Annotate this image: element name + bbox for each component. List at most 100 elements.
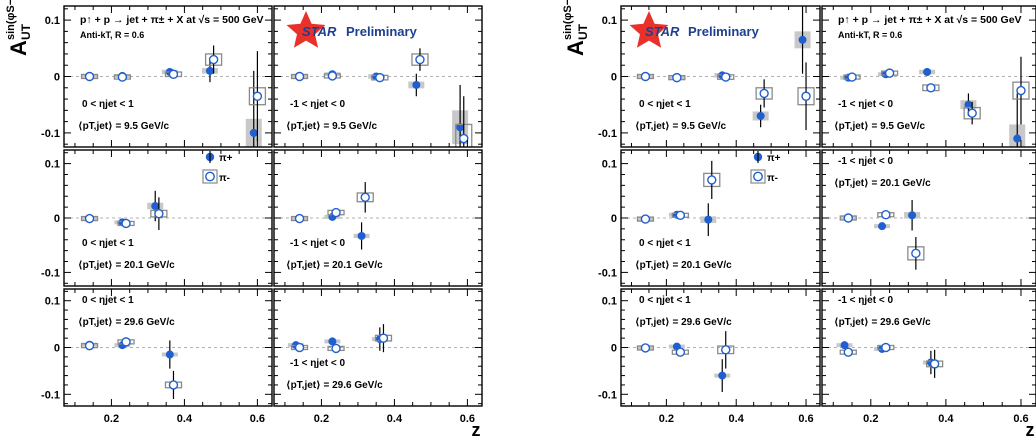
y-tick-label: 0.1 <box>45 296 60 308</box>
pt-jet-label: ⟨pT,jet⟩ = 29.6 GeV/c <box>834 317 931 328</box>
eta-range-label: -1 < ηjet < 0 <box>838 295 893 306</box>
y-tick-label: -0.1 <box>41 128 60 140</box>
pi-minus-point <box>929 359 940 369</box>
star-logo-right: STAR Preliminary <box>629 11 760 48</box>
pi-minus-point <box>117 72 128 82</box>
pt-jet-label: ⟨pT,jet⟩ = 20.1 GeV/c <box>286 260 383 271</box>
x-tick-label: 0.6 <box>460 413 475 425</box>
pi-plus-point <box>923 67 932 76</box>
pt-jet-label: ⟨pT,jet⟩ = 9.5 GeV/c <box>834 121 926 132</box>
pi-minus-point <box>967 108 977 118</box>
pi-minus-point <box>759 88 769 99</box>
x-tick-label: 0.6 <box>1013 413 1028 425</box>
data-marks <box>290 182 374 250</box>
pi-minus-point <box>121 337 131 347</box>
panel-sivers-eta-pos-pt296: -0.1 0 0.1 0.2 0.4 0.6 0 < ηjet < 1 ⟨pT,jet⟩ = … <box>41 288 273 425</box>
panel-sivers-eta-pos-pt95: -0.1 0 0.1 0 < ηjet < 1 ⟨pT,jet⟩ = 9.5 GeV/c <box>41 5 273 148</box>
algorithm-label-left: Anti-kT, R = 0.6 <box>80 30 144 40</box>
pi-minus-point <box>721 345 731 355</box>
y-axis-title-left: A UT sin(φS−φH) <box>5 0 33 56</box>
pi-plus-point <box>328 337 337 346</box>
y-axis-title-right-sub: UT <box>576 23 590 40</box>
pi-minus-point <box>926 83 936 93</box>
x-tick-label: 0.2 <box>659 413 674 425</box>
data-marks <box>636 160 721 236</box>
x-tick-label: 0.2 <box>863 413 878 425</box>
pt-jet-label: ⟨pT,jet⟩ = 29.6 GeV/c <box>78 317 175 328</box>
pi-minus-point <box>640 343 651 353</box>
x-tick-label: 0.6 <box>250 413 265 425</box>
eta-range-label: 0 < ηjet < 1 <box>82 295 134 306</box>
pi-plus-point <box>964 100 973 109</box>
y-tick-label: 0.1 <box>45 159 60 171</box>
pi-minus-point <box>375 72 385 83</box>
pi-minus-point <box>84 71 95 82</box>
y-tick-label: 0 <box>54 72 60 84</box>
eta-range-label: -1 < ηjet < 0 <box>838 99 893 110</box>
star-logo-star-icon <box>629 11 669 48</box>
pi-plus-point <box>412 80 421 89</box>
y-axis-title-right-main: A <box>563 40 588 56</box>
panel-sivers-eta-neg-pt296: 0.2 0.4 0.6 -1 < ηjet < 0 ⟨pT,jet⟩ = 29.6 Ge… <box>273 288 483 425</box>
x-tick-label: 0.2 <box>104 413 119 425</box>
pt-jet-label: ⟨pT,jet⟩ = 9.5 GeV/c <box>635 121 727 132</box>
pi-minus-point <box>360 192 370 203</box>
reaction-label-left: p↑ + p → jet + π± + X at √s = 500 GeV <box>80 14 264 26</box>
x-tick-label: 0.4 <box>729 413 745 425</box>
x-tick-label: 0.4 <box>938 413 954 425</box>
eta-range-label: 0 < ηjet < 1 <box>82 238 134 249</box>
data-marks <box>80 190 168 230</box>
x-tick-label: 0.4 <box>177 413 193 425</box>
legend-pi-minus-marker <box>205 171 215 182</box>
pi-minus-point <box>294 213 305 224</box>
pi-minus-point <box>847 72 857 82</box>
x-tick-label: 0.2 <box>314 413 329 425</box>
y-tick-label: 0.1 <box>602 296 617 308</box>
pi-plus-point <box>908 211 917 220</box>
algorithm-label-right: Anti-kT, R = 0.6 <box>838 30 902 40</box>
preliminary-text: Preliminary <box>688 24 760 39</box>
pt-jet-label: ⟨pT,jet⟩ = 20.1 GeV/c <box>834 178 931 189</box>
legend-pi-minus-marker <box>753 171 763 182</box>
pi-minus-point <box>154 208 164 219</box>
pi-plus-point <box>249 128 258 137</box>
pi-minus-point <box>294 71 305 82</box>
pi-minus-point <box>121 218 131 229</box>
pi-minus-point <box>168 380 179 390</box>
legend-pi-minus-label: π- <box>767 173 778 184</box>
pt-jet-label: ⟨pT,jet⟩ = 9.5 GeV/c <box>286 121 378 132</box>
y-tick-label: -0.1 <box>41 389 60 401</box>
eta-range-label: -1 < ηjet < 0 <box>838 156 893 167</box>
panel-collins-eta-neg-pt296: 0.2 0.4 0.6 -1 < ηjet < 0 ⟨pT,jet⟩ = 29.6 Ge… <box>821 288 1036 425</box>
pi-plus-point <box>456 123 465 132</box>
pi-minus-point <box>168 69 179 79</box>
pi-minus-point <box>721 72 731 82</box>
x-tick-label: 0.6 <box>798 413 813 425</box>
pt-jet-label: ⟨pT,jet⟩ = 20.1 GeV/c <box>635 260 732 271</box>
panel-sivers-eta-pos-pt201: -0.1 0 0.1 0 < ηjet < 1 ⟨pT,jet⟩ = 20.1 GeV/… <box>41 149 273 287</box>
preliminary-text: Preliminary <box>346 24 418 39</box>
panels-layer: -0.1 0 0.1 0 < ηjet < 1 ⟨pT,jet⟩ = 9.5 GeV/c… <box>41 5 1036 425</box>
pi-minus-point <box>327 71 338 81</box>
pi-plus-point <box>718 371 727 380</box>
pi-minus-point <box>801 91 811 101</box>
y-axis-title-left-sup: sin(φS−φH) <box>5 0 17 40</box>
pi-plus-point <box>151 202 160 211</box>
eta-range-label: 0 < ηjet < 1 <box>639 99 691 110</box>
data-marks <box>636 331 735 392</box>
legend-pi-minus-box <box>202 169 218 184</box>
data-marks <box>290 48 473 147</box>
pi-plus-point <box>205 66 214 75</box>
pi-minus-point <box>294 342 305 353</box>
pt-jet-label: ⟨pT,jet⟩ = 29.6 GeV/c <box>286 380 383 391</box>
pi-plus-point <box>1013 134 1022 143</box>
pi-plus-point <box>878 222 887 231</box>
pi-minus-point <box>640 214 651 224</box>
y-tick-label: 0 <box>611 213 617 225</box>
star-logo-left: STAR Preliminary <box>286 11 418 48</box>
data-marks <box>636 6 815 131</box>
data-marks <box>836 341 944 378</box>
pt-jet-label: ⟨pT,jet⟩ = 29.6 GeV/c <box>635 317 732 328</box>
eta-range-label: 0 < ηjet < 1 <box>639 295 691 306</box>
legend-left: π+ π- <box>202 151 233 184</box>
